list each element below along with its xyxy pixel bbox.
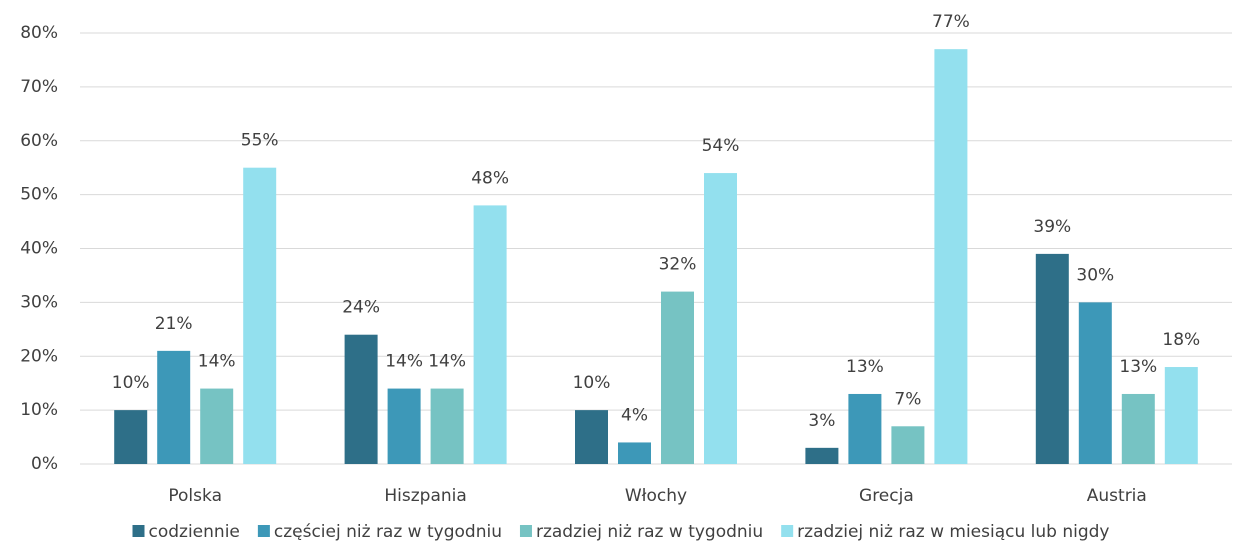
bar: [1078, 302, 1112, 464]
value-label: 21%: [155, 314, 193, 334]
x-tick-label: Włochy: [625, 486, 687, 506]
y-tick-label: 70%: [20, 77, 58, 97]
bar: [661, 291, 694, 464]
bar: [243, 167, 277, 464]
bar: [891, 426, 925, 464]
legend-swatch: [781, 525, 794, 537]
value-label: 14%: [385, 352, 423, 372]
bar: [1035, 253, 1069, 464]
x-tick-label: Hiszpania: [384, 486, 466, 506]
value-label: 7%: [894, 389, 921, 409]
legend-swatch: [132, 525, 145, 537]
value-label: 48%: [471, 168, 509, 188]
y-tick-label: 50%: [20, 185, 58, 205]
bar: [1121, 393, 1155, 464]
value-label: 4%: [621, 405, 648, 425]
y-tick-label: 40%: [20, 239, 58, 259]
value-label: 32%: [659, 255, 697, 275]
legend-label: codziennie: [149, 522, 240, 542]
bar: [1164, 367, 1198, 464]
value-label: 30%: [1076, 265, 1114, 285]
legend-label: rzadziej niż raz w tygodniu: [536, 522, 763, 542]
value-label: 55%: [241, 131, 279, 151]
value-label: 77%: [932, 12, 970, 32]
x-tick-label: Polska: [168, 486, 222, 506]
bar: [200, 388, 234, 464]
value-label: 24%: [342, 298, 380, 318]
y-tick-label: 30%: [20, 292, 58, 312]
bar: [473, 205, 507, 464]
value-label: 14%: [198, 352, 236, 372]
bar: [805, 447, 839, 464]
bar: [934, 49, 968, 464]
bar: [575, 410, 608, 464]
value-label: 14%: [428, 352, 466, 372]
value-label: 10%: [112, 373, 150, 393]
bar: [114, 410, 148, 464]
value-label: 39%: [1033, 217, 1071, 237]
value-label: 54%: [702, 136, 740, 156]
x-tick-label: Austria: [1087, 486, 1147, 506]
y-tick-label: 20%: [20, 346, 58, 366]
value-label: 18%: [1162, 330, 1200, 350]
y-tick-label: 0%: [31, 454, 58, 474]
bar: [157, 350, 191, 464]
x-tick-label: Grecja: [859, 486, 914, 506]
bar: [618, 442, 651, 464]
bar: [387, 388, 421, 464]
bar: [704, 173, 737, 464]
value-label: 3%: [808, 411, 835, 431]
bar: [430, 388, 464, 464]
value-label: 13%: [846, 357, 884, 377]
value-label: 13%: [1119, 357, 1157, 377]
bar: [848, 393, 882, 464]
legend-label: rzadziej niż raz w miesiącu lub nigdy: [797, 522, 1109, 542]
legend-swatch: [519, 525, 532, 537]
y-tick-label: 10%: [20, 400, 58, 420]
y-tick-label: 80%: [20, 23, 58, 43]
legend-swatch: [257, 525, 270, 537]
bar: [344, 334, 378, 464]
legend-label: częściej niż raz w tygodniu: [274, 522, 502, 542]
y-tick-label: 60%: [20, 131, 58, 151]
value-label: 10%: [573, 373, 611, 393]
